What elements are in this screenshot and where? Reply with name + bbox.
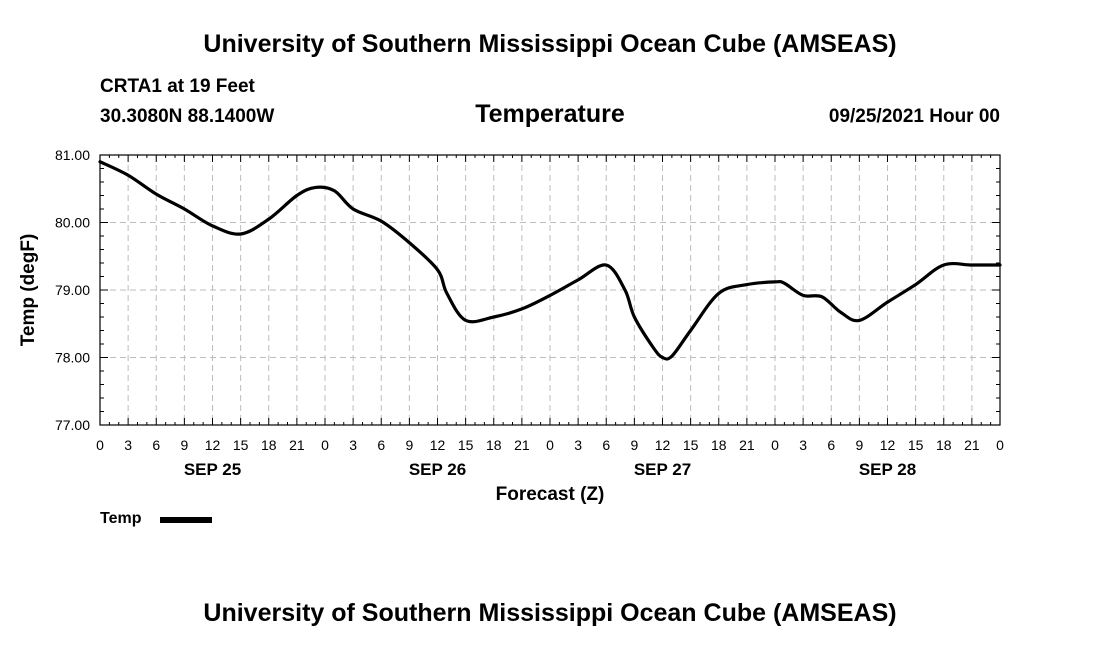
x-tick-label: 12	[205, 437, 221, 453]
x-tick-label: 18	[261, 437, 277, 453]
data-point	[774, 281, 776, 283]
day-label: SEP 28	[859, 460, 916, 479]
grid-lines	[100, 155, 1000, 425]
coordinates-label: 30.3080N 88.1400W	[100, 106, 275, 127]
data-point	[839, 311, 842, 314]
x-tick-label: 3	[124, 437, 132, 453]
x-tick-label: 15	[233, 437, 249, 453]
axis-ticks	[99, 154, 1001, 426]
data-point	[886, 301, 889, 303]
data-point	[671, 355, 673, 357]
x-tick-label: 9	[855, 437, 863, 453]
footer-title: University of Southern Mississippi Ocean…	[203, 599, 897, 627]
x-tick-label: 12	[655, 437, 671, 453]
x-tick-label: 6	[377, 437, 385, 453]
data-point	[314, 186, 317, 189]
x-tick-label: 12	[880, 437, 896, 453]
x-tick-label: 18	[936, 437, 952, 453]
data-point	[605, 264, 608, 266]
y-tick-label: 77.00	[55, 417, 90, 433]
x-tick-label: 0	[996, 437, 1004, 453]
x-tick-label: 21	[514, 437, 530, 453]
data-point	[999, 264, 1001, 266]
datetime-label: 09/25/2021 Hour 00	[828, 106, 1000, 127]
data-point	[577, 279, 579, 281]
x-tick-label: 6	[827, 437, 835, 453]
y-axis-label: Temp (degF)	[18, 234, 39, 347]
legend-line-swatch	[160, 517, 212, 523]
data-point	[352, 208, 354, 210]
temperature-chart: 0 3 6 9 12 15 18 21 0 3 6 9 12 15 18 21 0 3 6 9 12 15 18 21 0 3 6 9…	[18, 147, 1004, 505]
data-point	[821, 295, 823, 298]
data-point	[942, 264, 945, 266]
x-tick-label: 0	[96, 437, 104, 453]
x-tick-label: 6	[602, 437, 610, 453]
x-tick-label: 0	[771, 437, 779, 453]
series-line-temp	[98, 160, 1002, 361]
x-tick-label: 15	[458, 437, 474, 453]
data-point	[333, 189, 336, 192]
data-point	[99, 160, 101, 163]
data-point	[633, 316, 636, 318]
data-point	[296, 194, 298, 197]
x-tick-label: 3	[574, 437, 582, 453]
station-label: CRTA1 at 19 Feet	[100, 76, 255, 97]
x-tick-label: 9	[630, 437, 638, 453]
data-point	[464, 319, 467, 322]
data-point	[549, 294, 551, 297]
day-label: SEP 27	[634, 460, 691, 479]
data-point	[689, 329, 692, 332]
data-point	[267, 218, 270, 220]
data-point	[971, 264, 973, 266]
y-tick-label: 80.00	[55, 215, 90, 231]
data-point	[239, 233, 242, 235]
y-tick-label: 78.00	[55, 350, 90, 366]
data-point	[521, 308, 523, 310]
day-label: SEP 25	[184, 460, 241, 479]
data-point	[436, 268, 439, 271]
data-point	[127, 174, 129, 177]
data-point	[211, 225, 214, 227]
data-point	[380, 220, 383, 222]
x-tick-label: 15	[908, 437, 924, 453]
data-point	[717, 292, 720, 295]
x-tick-label: 21	[289, 437, 305, 453]
x-tick-label: 12	[430, 437, 446, 453]
chart-title: Temperature	[475, 100, 625, 128]
legend-label: Temp	[100, 510, 142, 527]
x-tick-label: 15	[683, 437, 699, 453]
data-point	[624, 289, 626, 291]
data-point	[746, 283, 748, 286]
data-point	[492, 316, 495, 318]
x-axis-label: Forecast (Z)	[496, 484, 605, 505]
x-tick-label: 6	[152, 437, 160, 453]
x-tick-label: 21	[739, 437, 755, 453]
data-point	[183, 208, 186, 210]
data-point	[783, 282, 786, 285]
y-tick-label: 81.00	[55, 147, 90, 163]
data-point	[652, 346, 654, 349]
data-point	[914, 283, 917, 286]
x-tick-label: 0	[546, 437, 554, 453]
data-point	[661, 356, 664, 359]
x-tick-label: 3	[799, 437, 807, 453]
x-tick-label: 21	[964, 437, 980, 453]
header-title: University of Southern Mississippi Ocean…	[203, 30, 897, 58]
x-tick-label: 18	[711, 437, 727, 453]
x-tick-label: 18	[486, 437, 502, 453]
day-label: SEP 26	[409, 460, 466, 479]
x-tick-label: 0	[321, 437, 329, 453]
x-tick-label: 9	[405, 437, 413, 453]
x-tick-label: 3	[349, 437, 357, 453]
data-point	[155, 193, 158, 195]
data-point	[446, 292, 448, 295]
y-tick-label: 79.00	[55, 282, 90, 298]
x-tick-label: 9	[180, 437, 188, 453]
data-point	[802, 294, 804, 297]
axis-labels: 0 3 6 9 12 15 18 21 0 3 6 9 12 15 18 21 0 3 6 9 12 15 18 21 0 3 6 9…	[55, 147, 1004, 479]
series-points	[99, 160, 1001, 359]
data-point	[408, 241, 411, 244]
data-point	[858, 319, 861, 322]
